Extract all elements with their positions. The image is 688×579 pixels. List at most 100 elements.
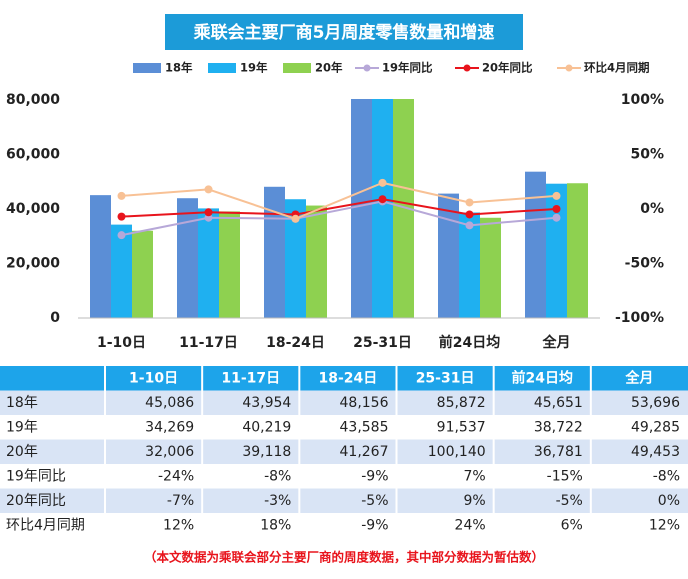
table-cell: 12% bbox=[649, 517, 680, 533]
bar bbox=[480, 217, 501, 318]
title-box bbox=[165, 14, 523, 50]
table-cell: -5% bbox=[361, 493, 388, 509]
x-tick-label: 全月 bbox=[542, 334, 571, 351]
line-marker bbox=[117, 191, 126, 200]
table-cell: 9% bbox=[463, 493, 485, 509]
chart-title: 乘联会主要厂商5月周度零售数量和增速 bbox=[193, 22, 495, 43]
x-tick-label: 18-24日 bbox=[266, 335, 325, 351]
table-cell: 45,086 bbox=[145, 395, 194, 411]
line-marker bbox=[204, 185, 213, 194]
x-tick-label: 1-10日 bbox=[97, 335, 146, 351]
table-cell: 91,537 bbox=[437, 419, 486, 435]
bar bbox=[111, 224, 132, 318]
legend-label: 19年 bbox=[240, 61, 268, 75]
table-row bbox=[0, 439, 688, 464]
line-marker bbox=[204, 208, 213, 217]
line-marker bbox=[378, 195, 387, 204]
table-header-cell: 25-31日 bbox=[416, 370, 475, 386]
table-row bbox=[0, 415, 688, 440]
bar bbox=[90, 195, 111, 318]
table-cell: 53,696 bbox=[631, 395, 680, 411]
bar bbox=[546, 183, 567, 318]
bar bbox=[264, 186, 285, 318]
table-cell: 12% bbox=[163, 517, 194, 533]
legend-label: 20年同比 bbox=[482, 61, 533, 75]
table-cell: 38,722 bbox=[534, 419, 583, 435]
line-marker bbox=[465, 198, 474, 207]
legend-swatch bbox=[363, 64, 371, 72]
y2-tick-label: 0% bbox=[640, 201, 664, 217]
line-marker bbox=[465, 210, 474, 219]
y-tick-label: 0 bbox=[50, 310, 60, 326]
line bbox=[121, 198, 557, 218]
table-row-label: 20年同比 bbox=[6, 493, 66, 509]
legend-label: 20年 bbox=[315, 61, 343, 75]
table-cell: 36,781 bbox=[534, 444, 583, 460]
table-row bbox=[0, 513, 688, 538]
table-row bbox=[0, 464, 688, 489]
table-cell: 49,285 bbox=[631, 419, 680, 435]
bar bbox=[198, 208, 219, 318]
table-row-label: 19年 bbox=[6, 419, 38, 435]
x-tick-label: 11-17日 bbox=[179, 335, 238, 351]
line-marker bbox=[552, 213, 561, 222]
table-cell: 18% bbox=[260, 517, 291, 533]
table-header-cell: 前24日均 bbox=[512, 369, 573, 386]
y2-tick-label: -50% bbox=[625, 256, 664, 272]
legend-label: 19年同比 bbox=[382, 61, 433, 75]
table-cell: 39,118 bbox=[242, 444, 291, 460]
bar bbox=[459, 212, 480, 318]
bar bbox=[177, 198, 198, 318]
line-marker bbox=[552, 191, 561, 200]
table-row-label: 环比4月同期 bbox=[6, 517, 85, 533]
table-cell: 24% bbox=[455, 517, 486, 533]
bar bbox=[567, 183, 588, 318]
line bbox=[121, 200, 557, 237]
line-marker bbox=[117, 231, 126, 240]
bar bbox=[219, 211, 240, 318]
table-cell: 7% bbox=[463, 468, 485, 484]
bar bbox=[525, 171, 546, 318]
table-row bbox=[0, 390, 688, 415]
table-cell: 6% bbox=[561, 517, 583, 533]
legend-label: 18年 bbox=[165, 61, 193, 75]
table-cell: -5% bbox=[556, 493, 583, 509]
legend-swatch bbox=[283, 63, 311, 73]
y-tick-label: 20,000 bbox=[6, 256, 60, 272]
y2-tick-label: 100% bbox=[621, 92, 664, 108]
bar bbox=[132, 230, 153, 318]
table-cell: -9% bbox=[361, 468, 388, 484]
table-cell: 45,651 bbox=[534, 395, 583, 411]
y2-tick-label: -100% bbox=[615, 310, 664, 326]
table-header-cell: 全月 bbox=[624, 369, 653, 386]
line bbox=[121, 181, 557, 220]
table-cell: -24% bbox=[158, 468, 194, 484]
table-cell: 85,872 bbox=[437, 395, 486, 411]
y-tick-label: 80,000 bbox=[6, 92, 60, 108]
table-row bbox=[0, 488, 688, 513]
table-row-label: 20年 bbox=[6, 444, 38, 460]
line-marker bbox=[117, 212, 126, 221]
table-cell: 40,219 bbox=[242, 419, 291, 435]
line-marker bbox=[552, 205, 561, 213]
legend-swatch bbox=[208, 63, 236, 73]
table-cell: 0% bbox=[658, 493, 680, 509]
table-cell: -15% bbox=[547, 468, 583, 484]
line-marker bbox=[378, 178, 387, 187]
x-tick-label: 25-31日 bbox=[353, 335, 412, 351]
table-cell: 43,585 bbox=[340, 419, 389, 435]
footnote: （本文数据为乘联会部分主要厂商的周度数据，其中部分数据为暂估数） bbox=[144, 550, 544, 565]
table-cell: 43,954 bbox=[242, 395, 291, 411]
table-cell: 32,006 bbox=[145, 444, 194, 460]
bar bbox=[306, 205, 327, 318]
table-cell: 41,267 bbox=[340, 444, 389, 460]
table-cell: -8% bbox=[653, 468, 680, 484]
bar bbox=[285, 199, 306, 318]
bar bbox=[372, 99, 393, 318]
table-cell: -9% bbox=[361, 517, 388, 533]
table-cell: 34,269 bbox=[145, 419, 194, 435]
legend-swatch bbox=[565, 64, 573, 72]
line-marker bbox=[291, 214, 300, 223]
legend-swatch bbox=[463, 64, 471, 72]
